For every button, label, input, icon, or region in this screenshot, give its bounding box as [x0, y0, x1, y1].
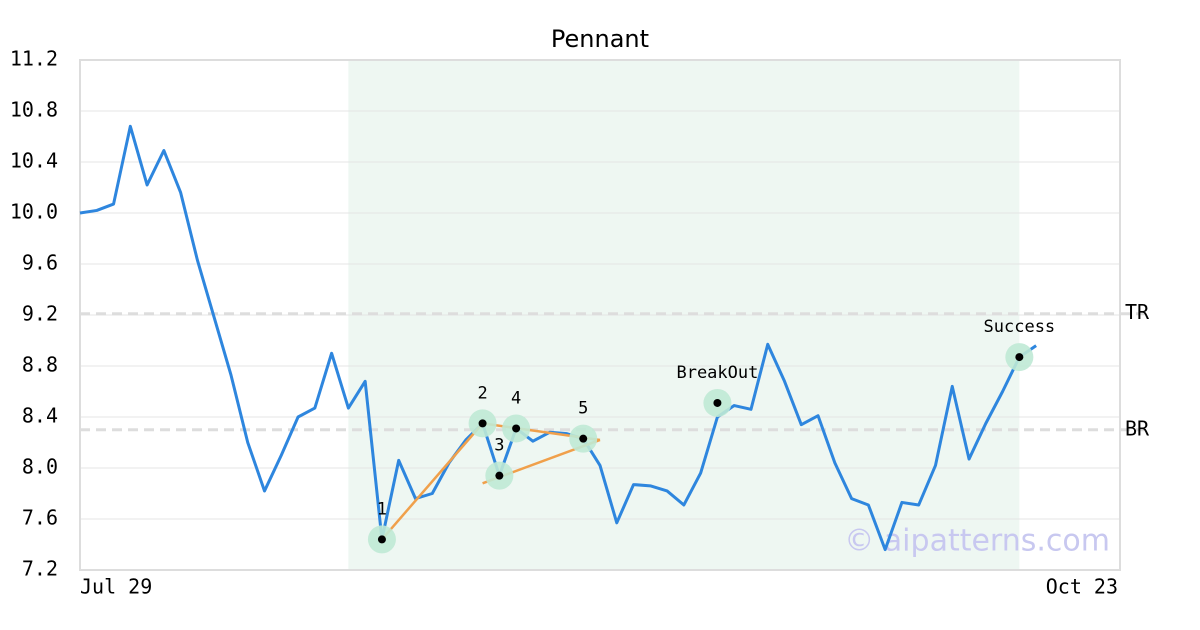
marker-label: Success [984, 317, 1056, 337]
plot-frame [79, 59, 1121, 571]
level-label: BR [1125, 416, 1150, 440]
marker-dot [512, 424, 521, 433]
marker-dot [579, 434, 588, 443]
marker-label: 3 [494, 436, 504, 456]
watermark: © aipatterns.com [844, 524, 1110, 559]
marker-label: BreakOut [676, 363, 758, 383]
y-tick-label: 9.2 [22, 302, 58, 326]
y-tick-label: 10.4 [10, 149, 58, 173]
y-tick-label: 8.8 [22, 353, 58, 377]
y-tick-label: 11.2 [10, 47, 58, 71]
marker-label: 2 [477, 383, 487, 403]
y-tick-label: 10.0 [10, 200, 58, 224]
y-tick-label: 8.4 [22, 404, 58, 428]
y-tick-label: 9.6 [22, 251, 58, 275]
marker-dot [377, 535, 386, 544]
marker-dot [713, 398, 722, 407]
y-tick-label: 10.8 [10, 98, 58, 122]
marker-dot [1015, 353, 1024, 362]
marker-label: 4 [511, 388, 521, 408]
marker-dot [478, 419, 487, 428]
chart-title: Pennant [551, 25, 649, 53]
y-tick-label: 7.2 [22, 557, 58, 581]
trendline [380, 422, 484, 541]
x-tick-label: Jul 29 [80, 575, 152, 599]
marker-label: 5 [578, 399, 588, 419]
y-tick-label: 7.6 [22, 506, 58, 530]
level-label: TR [1125, 300, 1150, 324]
y-tick-label: 8.0 [22, 455, 58, 479]
marker-dot [495, 471, 504, 480]
x-tick-label: Oct 23 [1046, 575, 1118, 599]
marker-label: 1 [377, 499, 387, 519]
